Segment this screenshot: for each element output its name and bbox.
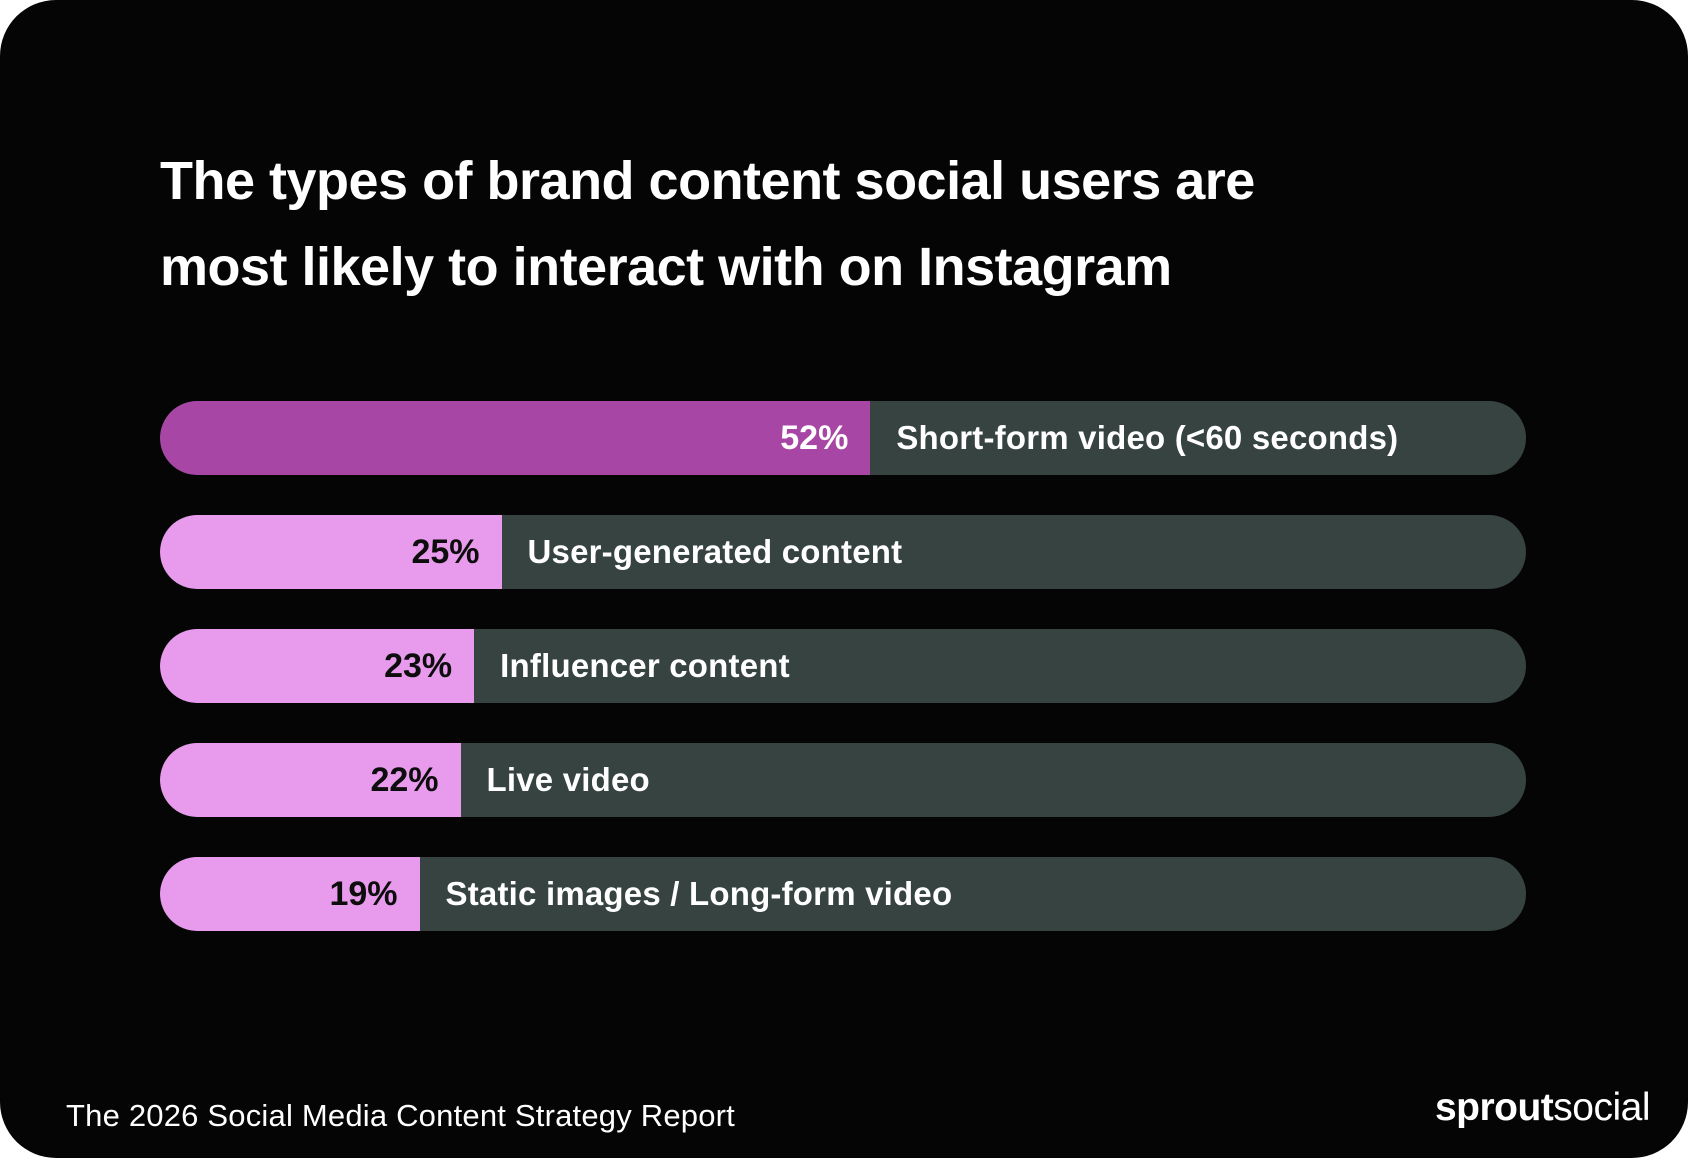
bar-row: 25% User-generated content bbox=[160, 515, 1526, 589]
bar-category-label: User-generated content bbox=[527, 533, 903, 570]
bar-value-label: 23% bbox=[384, 646, 453, 685]
bar-fill: 23% bbox=[160, 629, 475, 703]
bar-fill: 52% bbox=[160, 401, 871, 475]
chart-title-line2: most likely to interact with on Instagra… bbox=[160, 237, 1172, 297]
bar-category-label: Short-form video (<60 seconds) bbox=[896, 419, 1399, 456]
bar-row: 52% Short-form video (<60 seconds) bbox=[160, 401, 1526, 475]
sprout-social-logo: sproutsocial bbox=[1434, 1086, 1651, 1130]
bar-fill: 25% bbox=[160, 515, 502, 589]
chart-title: The types of brand content social users … bbox=[160, 138, 1540, 310]
bar-chart: 52% Short-form video (<60 seconds) 25% User… bbox=[160, 401, 1526, 971]
logo-text-sprout: sprout bbox=[1434, 1086, 1554, 1129]
bar-category-label: Live video bbox=[486, 761, 650, 798]
bar-row: 23% Influencer content bbox=[160, 629, 1526, 703]
bar-value-label: 25% bbox=[411, 532, 480, 571]
bar-value-label: 52% bbox=[780, 418, 849, 457]
bar-value-label: 22% bbox=[370, 760, 439, 799]
bar-row: 19% Static images / Long-form video bbox=[160, 857, 1526, 931]
bar-row: 22% Live video bbox=[160, 743, 1526, 817]
source-citation: The 2026 Social Media Content Strategy R… bbox=[66, 1098, 735, 1133]
bar-fill: 19% bbox=[160, 857, 420, 931]
bar-category-label: Influencer content bbox=[500, 647, 790, 684]
bar-fill: 22% bbox=[160, 743, 461, 817]
bar-category-label: Static images / Long-form video bbox=[445, 875, 953, 912]
bar-value-label: 19% bbox=[329, 874, 398, 913]
chart-title-line1: The types of brand content social users … bbox=[160, 151, 1255, 211]
logo-text-social: social bbox=[1553, 1086, 1650, 1129]
